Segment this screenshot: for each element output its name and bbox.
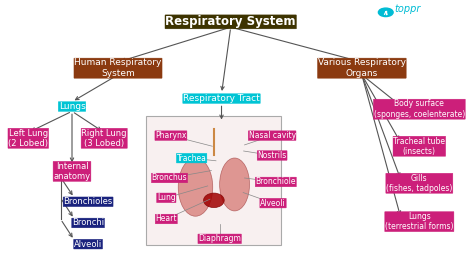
Text: Tracheal tube
(insects): Tracheal tube (insects) [393, 136, 446, 156]
Text: Alveoli: Alveoli [260, 199, 286, 208]
Text: toppr: toppr [394, 4, 420, 14]
Ellipse shape [203, 193, 224, 208]
Text: Pharynx: Pharynx [155, 131, 187, 140]
Text: Lung: Lung [157, 193, 176, 202]
Text: Gills
(fishes, tadpoles): Gills (fishes, tadpoles) [386, 174, 453, 193]
Text: Bronchi: Bronchi [72, 218, 104, 227]
FancyBboxPatch shape [146, 116, 282, 246]
Text: Internal
anatomy: Internal anatomy [54, 162, 91, 181]
Text: Bronchiole: Bronchiole [255, 177, 296, 186]
Text: Bronchioles: Bronchioles [64, 197, 113, 206]
Text: Bronchus: Bronchus [152, 173, 187, 182]
Ellipse shape [178, 158, 213, 216]
Text: Right Lung
(3 Lobed): Right Lung (3 Lobed) [82, 128, 127, 148]
Text: Body surface
(sponges, coelenterate): Body surface (sponges, coelenterate) [374, 99, 465, 119]
Text: Diaphragm: Diaphragm [198, 234, 241, 243]
Text: Respiratory System: Respiratory System [165, 15, 296, 28]
Text: Lungs
(terrestrial forms): Lungs (terrestrial forms) [385, 212, 454, 231]
Text: Alveoli: Alveoli [74, 240, 102, 249]
Ellipse shape [219, 158, 249, 211]
Text: Human Respiratory
System: Human Respiratory System [74, 59, 162, 78]
Text: Various Respiratory
Organs: Various Respiratory Organs [318, 59, 406, 78]
Text: Lungs: Lungs [59, 102, 85, 111]
Text: Nostrils: Nostrils [257, 151, 287, 160]
Circle shape [378, 8, 393, 16]
Text: Trachea: Trachea [177, 154, 207, 163]
Text: Respiratory Tract: Respiratory Tract [183, 94, 260, 103]
Text: Nasal cavity: Nasal cavity [248, 131, 296, 140]
Text: Heart: Heart [155, 214, 177, 223]
Text: Left Lung
(2 Lobed): Left Lung (2 Lobed) [9, 128, 48, 148]
